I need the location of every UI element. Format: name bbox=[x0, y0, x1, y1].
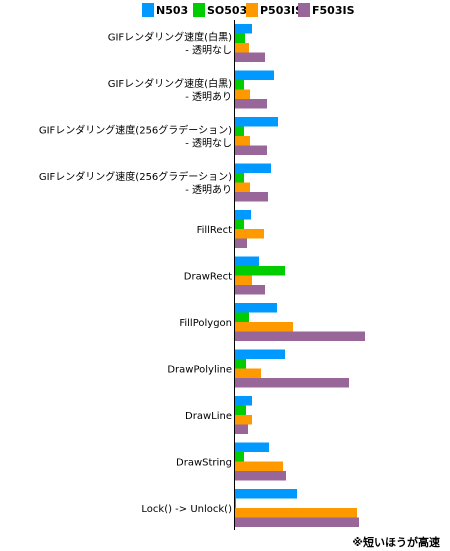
bar-f503is-9 bbox=[235, 471, 286, 481]
legend-swatch-so503 bbox=[193, 3, 205, 17]
category-label-5-0: DrawRect bbox=[184, 272, 232, 283]
bar-f503is-7 bbox=[235, 378, 349, 388]
bar-p503is-2 bbox=[235, 136, 250, 146]
bar-n503-0 bbox=[235, 24, 252, 34]
category-label-4-0: FillRect bbox=[197, 225, 233, 236]
legend-label-so503: SO503 bbox=[207, 4, 247, 17]
bar-f503is-8 bbox=[235, 424, 248, 434]
bar-so503-2 bbox=[235, 126, 244, 136]
legend: N503 SO503 P503IS F503IS bbox=[142, 3, 355, 17]
category-label-3-1: - 透明あり bbox=[185, 184, 232, 196]
bar-f503is-10 bbox=[235, 517, 359, 527]
bar-n503-10 bbox=[235, 489, 297, 499]
bar-f503is-1 bbox=[235, 99, 267, 109]
bar-f503is-2 bbox=[235, 145, 267, 155]
bar-p503is-4 bbox=[235, 229, 264, 239]
category-label-10-0: Lock() -> Unlock() bbox=[141, 504, 232, 515]
category-label-9-0: DrawString bbox=[176, 458, 232, 469]
bar-so503-10 bbox=[235, 498, 236, 508]
bar-p503is-3 bbox=[235, 182, 250, 192]
bar-n503-3 bbox=[235, 163, 271, 173]
bar-p503is-6 bbox=[235, 322, 293, 332]
legend-label-p503is: P503IS bbox=[260, 4, 303, 17]
bar-n503-7 bbox=[235, 349, 285, 359]
bar-f503is-3 bbox=[235, 192, 268, 202]
category-label-7-0: DrawPolyline bbox=[167, 365, 232, 376]
bar-so503-8 bbox=[235, 405, 246, 415]
bar-so503-4 bbox=[235, 219, 244, 229]
category-label-3-0: GIFレンダリング速度(256グラデーション) bbox=[39, 170, 232, 183]
legend-swatch-f503is bbox=[298, 3, 310, 17]
legend-swatch-n503 bbox=[142, 3, 154, 17]
bar-p503is-10 bbox=[235, 508, 357, 518]
bar-n503-5 bbox=[235, 256, 259, 266]
bar-so503-6 bbox=[235, 312, 249, 322]
bars bbox=[235, 24, 365, 527]
category-label-0-0: GIFレンダリング速度(白黒) bbox=[108, 31, 232, 44]
category-label-2-0: GIFレンダリング速度(256グラデーション) bbox=[39, 124, 232, 137]
bar-p503is-9 bbox=[235, 461, 283, 471]
bar-f503is-4 bbox=[235, 238, 247, 248]
legend-label-n503: N503 bbox=[156, 4, 188, 17]
bar-so503-7 bbox=[235, 359, 246, 369]
bar-n503-4 bbox=[235, 210, 251, 220]
bar-n503-9 bbox=[235, 442, 269, 452]
speed-note: ※短いほうが高速 bbox=[352, 535, 440, 549]
bar-so503-3 bbox=[235, 173, 244, 183]
legend-swatch-p503is bbox=[246, 3, 258, 17]
bar-so503-9 bbox=[235, 452, 244, 462]
category-label-0-1: - 透明なし bbox=[185, 45, 232, 57]
bar-f503is-0 bbox=[235, 52, 265, 62]
bar-so503-1 bbox=[235, 80, 244, 90]
bar-p503is-5 bbox=[235, 275, 252, 285]
bar-f503is-5 bbox=[235, 285, 265, 295]
bar-p503is-8 bbox=[235, 415, 252, 425]
category-label-1-1: - 透明あり bbox=[185, 91, 232, 103]
bar-so503-5 bbox=[235, 266, 285, 276]
bar-p503is-0 bbox=[235, 43, 249, 53]
bar-n503-2 bbox=[235, 117, 278, 127]
category-label-1-0: GIFレンダリング速度(白黒) bbox=[108, 77, 232, 90]
bar-n503-8 bbox=[235, 396, 252, 406]
bar-so503-0 bbox=[235, 33, 245, 43]
bar-p503is-7 bbox=[235, 368, 261, 378]
bar-n503-6 bbox=[235, 303, 277, 313]
category-label-8-0: DrawLine bbox=[185, 411, 232, 422]
category-label-6-0: FillPolygon bbox=[179, 318, 232, 329]
bar-n503-1 bbox=[235, 70, 274, 80]
legend-label-f503is: F503IS bbox=[312, 4, 355, 17]
category-label-2-1: - 透明なし bbox=[185, 138, 232, 150]
bar-f503is-6 bbox=[235, 331, 365, 341]
bar-p503is-1 bbox=[235, 89, 250, 99]
